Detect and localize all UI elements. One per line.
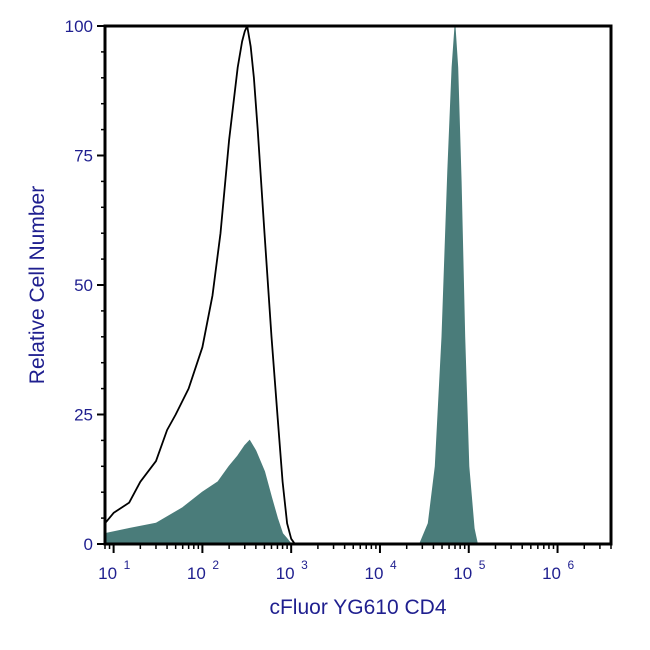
x-tick-label: 10 xyxy=(98,564,117,583)
y-tick-label: 25 xyxy=(74,406,93,425)
x-tick-label-exponent: 4 xyxy=(390,558,397,572)
x-tick-label-exponent: 5 xyxy=(479,558,486,572)
histogram-filled-peak xyxy=(418,25,479,545)
x-tick-label: 10 xyxy=(542,564,561,583)
x-tick-label-exponent: 2 xyxy=(212,558,219,572)
y-tick-label: 0 xyxy=(84,535,93,554)
y-tick-label: 75 xyxy=(74,147,93,166)
x-tick-label-exponent: 3 xyxy=(301,558,308,572)
y-tick-label: 100 xyxy=(65,17,93,36)
x-tick-label-exponent: 1 xyxy=(124,558,131,572)
x-axis: 10 1 10 2 10 3 10 4 10 5 10 6 xyxy=(98,544,612,583)
histogram-filled-low xyxy=(104,439,293,545)
x-tick-label: 10 xyxy=(365,564,384,583)
series-layer xyxy=(104,25,479,545)
histogram-outline xyxy=(104,25,296,545)
plot-frame xyxy=(103,24,613,546)
y-tick-label: 50 xyxy=(74,276,93,295)
x-axis-title: cFluor YG610 CD4 xyxy=(269,596,446,619)
y-axis-title: Relative Cell Number xyxy=(26,186,49,384)
x-tick-label: 10 xyxy=(187,564,206,583)
x-tick-label: 10 xyxy=(453,564,472,583)
y-axis: 0 25 50 75 100 xyxy=(65,17,105,554)
x-tick-label: 10 xyxy=(276,564,295,583)
x-tick-label-exponent: 6 xyxy=(568,558,575,572)
